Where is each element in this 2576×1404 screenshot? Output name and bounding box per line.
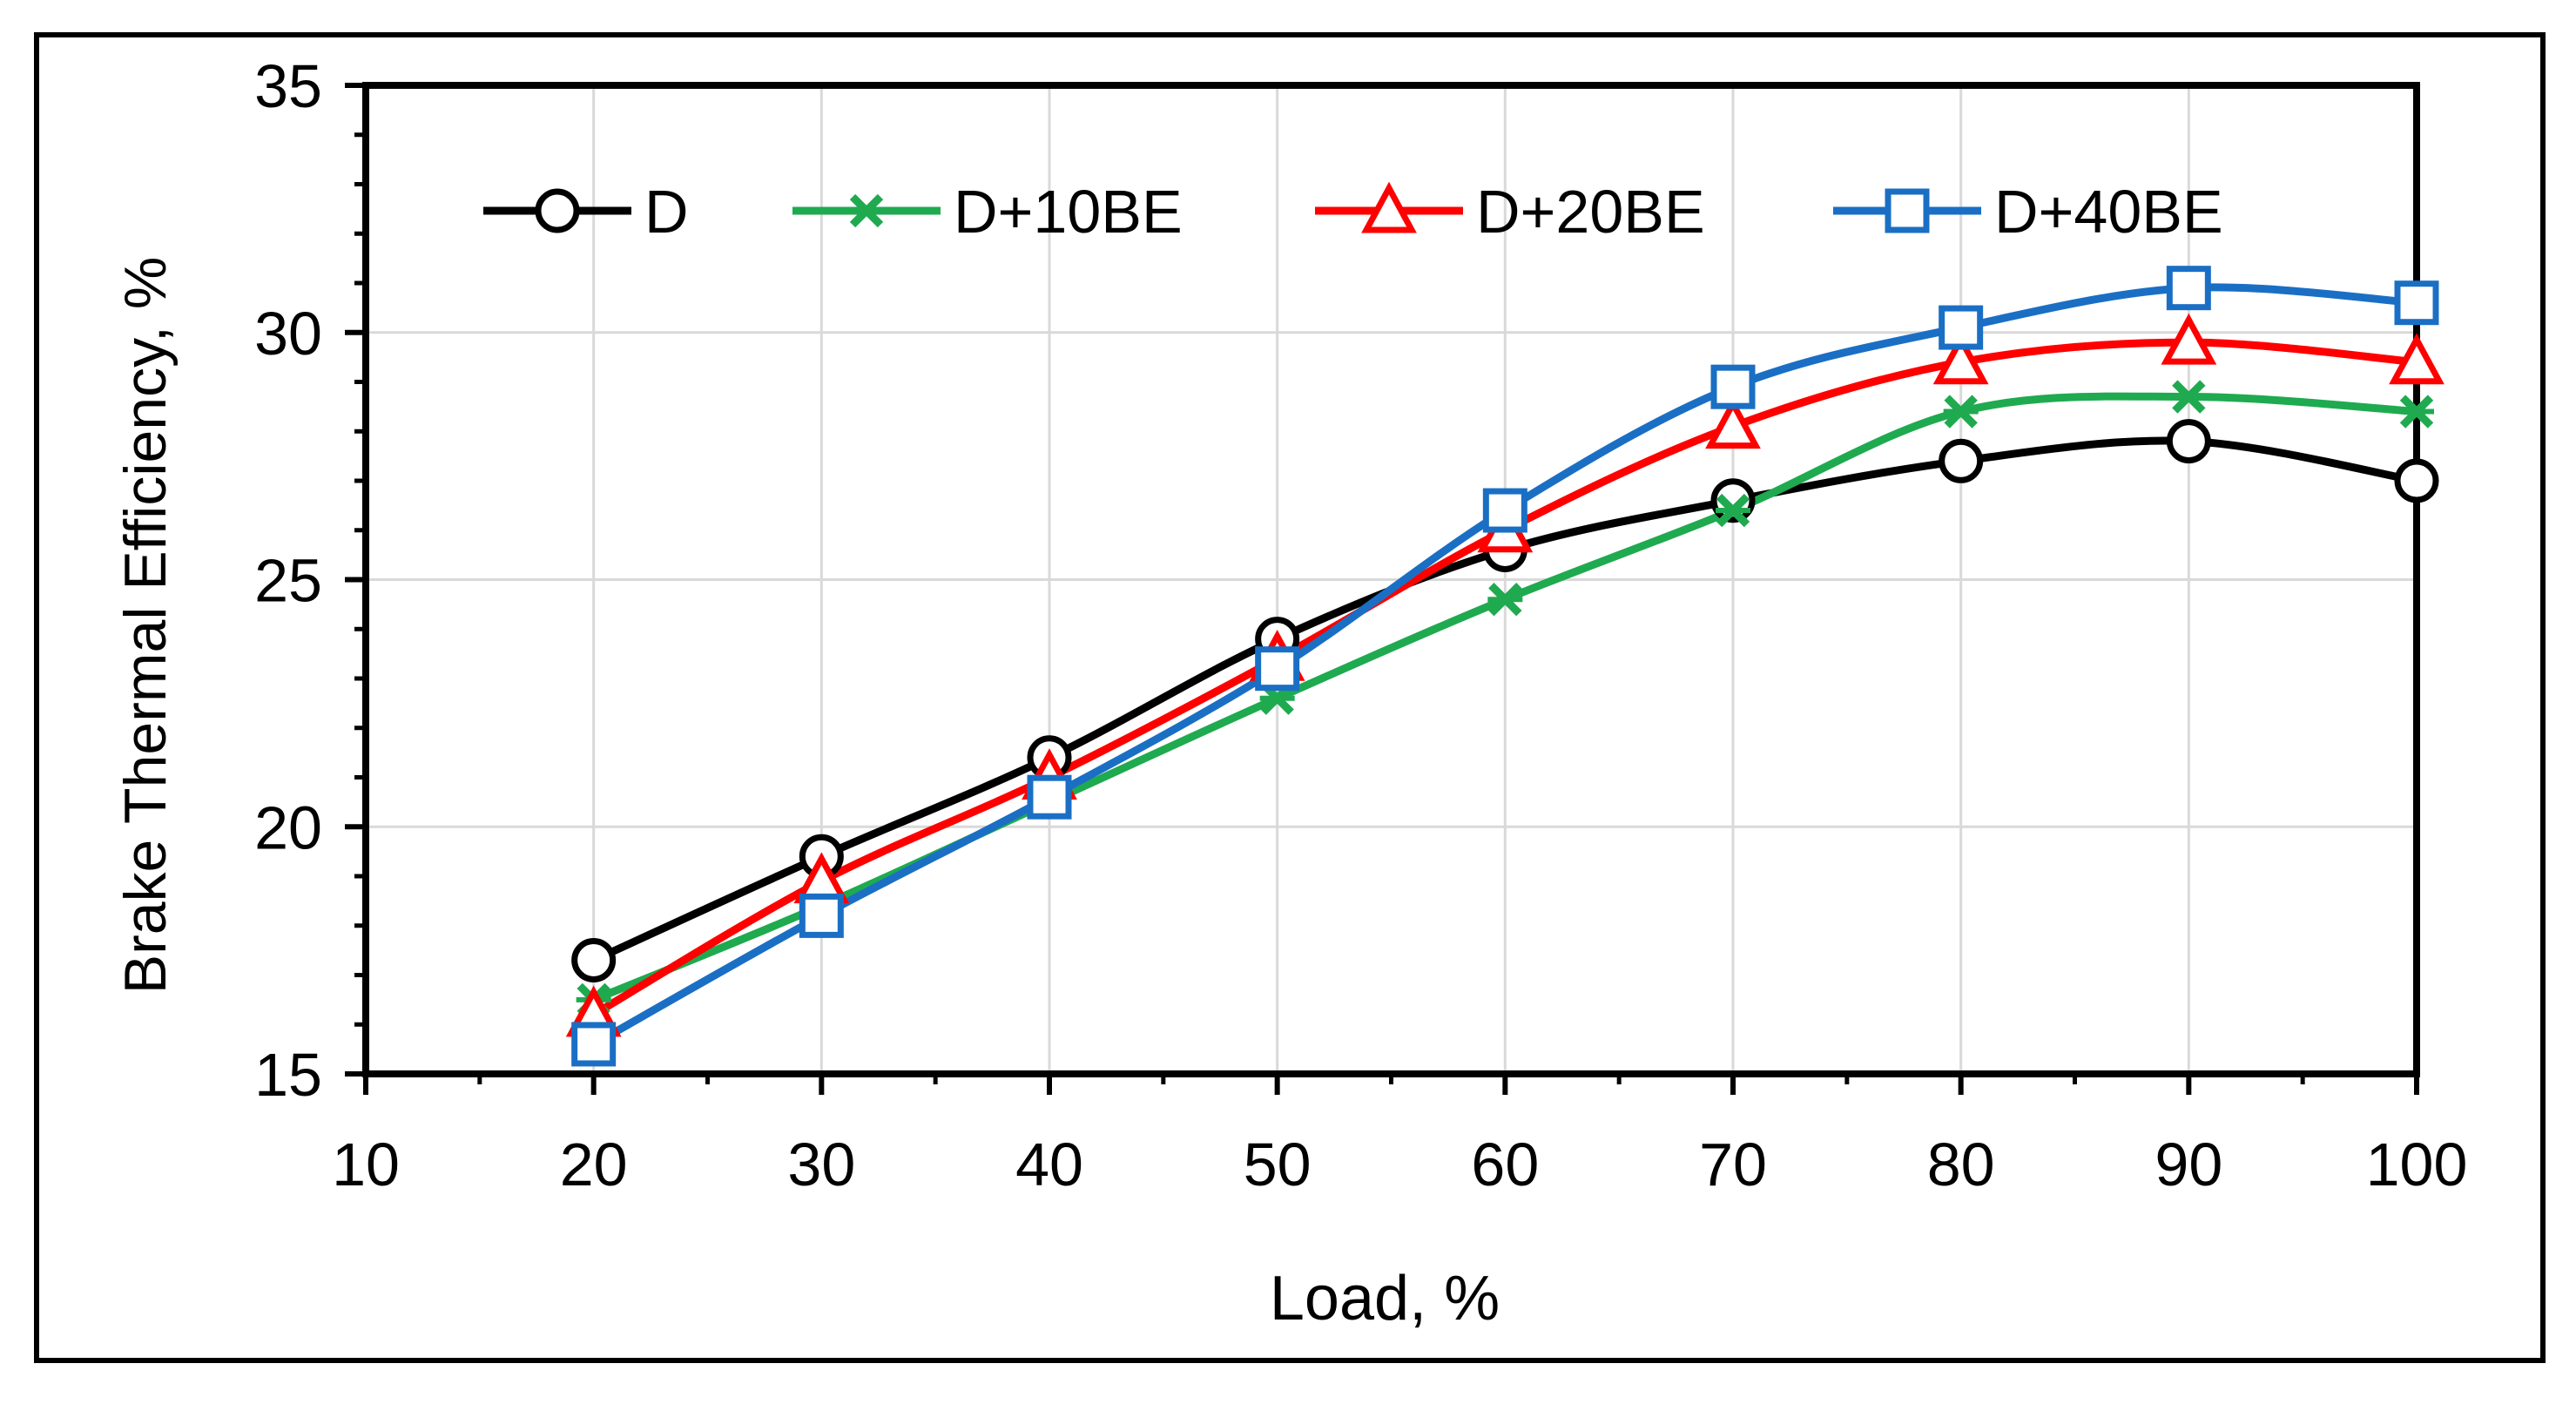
data-point-d (2394, 458, 2439, 503)
x-tick-label: 20 (560, 1131, 628, 1198)
data-point-d-20be (2389, 333, 2445, 385)
legend: D D+10BE D+20BE D+40BE (483, 178, 2223, 246)
legend-marker (849, 193, 884, 228)
data-point-d-10be (1487, 583, 1523, 617)
legend-marker (1885, 188, 1930, 233)
data-point-d-40be (571, 1022, 617, 1067)
data-point-d-20be (1932, 333, 1989, 385)
y-tick-label: 25 (254, 547, 322, 615)
x-axis-label: Load, % (1270, 1264, 1500, 1333)
x-tick-label: 50 (1244, 1131, 1312, 1198)
data-point-d-10be (2171, 380, 2207, 414)
x-tick-label: 30 (787, 1131, 855, 1198)
y-tick-label: 35 (254, 52, 322, 120)
x-tick-label: 80 (1927, 1131, 1995, 1198)
legend-item-d-40be: D+40BE (1833, 178, 2223, 246)
x-tick-label: 10 (332, 1131, 400, 1198)
data-point-d-40be (1027, 774, 1072, 820)
y-axis-label: Brake Thermal Efficiency, % (112, 257, 179, 995)
data-point-d-40be (799, 893, 844, 938)
x-tick-label: 100 (2366, 1131, 2468, 1198)
legend-label: D+10BE (954, 178, 1183, 246)
data-point-d-40be (1939, 305, 1984, 350)
legend-label: D+40BE (1994, 178, 2223, 246)
legend-label: D (644, 178, 689, 246)
axes: 10 20 30 40 50 60 70 80 90 100 15 20 25 30 35 (254, 52, 2467, 1198)
data-point-d-20be (2161, 313, 2217, 365)
x-tick-label: 40 (1015, 1131, 1083, 1198)
x-tick-label: 90 (2155, 1131, 2222, 1198)
series (565, 266, 2445, 1067)
legend-item-d: D (483, 178, 689, 246)
data-point-d (571, 937, 617, 982)
data-point-d-20be (1705, 397, 1761, 449)
data-point-d-10be (1716, 493, 1750, 528)
data-point-d (2166, 419, 2211, 464)
data-point-d-40be (2166, 266, 2211, 311)
legend-item-d-20be: D+20BE (1315, 178, 1705, 246)
x-tick-label: 70 (1699, 1131, 1767, 1198)
legend-marker (535, 188, 580, 233)
x-tick-label: 60 (1471, 1131, 1539, 1198)
data-point-d-40be (2394, 280, 2439, 326)
legend-marker (1361, 181, 1417, 233)
data-point-d-40be (1710, 364, 1756, 409)
y-tick-label: 30 (254, 300, 322, 368)
legend-item-d-10be: D+10BE (792, 178, 1183, 246)
data-point-d-40be (1482, 488, 1527, 533)
data-point-d-40be (1255, 646, 1300, 692)
data-point-d-10be (2399, 395, 2434, 429)
legend-label: D+20BE (1476, 178, 1705, 246)
y-tick-label: 15 (254, 1041, 322, 1109)
y-tick-label: 20 (254, 793, 322, 861)
data-point-d-10be (1943, 395, 1979, 429)
data-point-d (1939, 438, 1984, 483)
